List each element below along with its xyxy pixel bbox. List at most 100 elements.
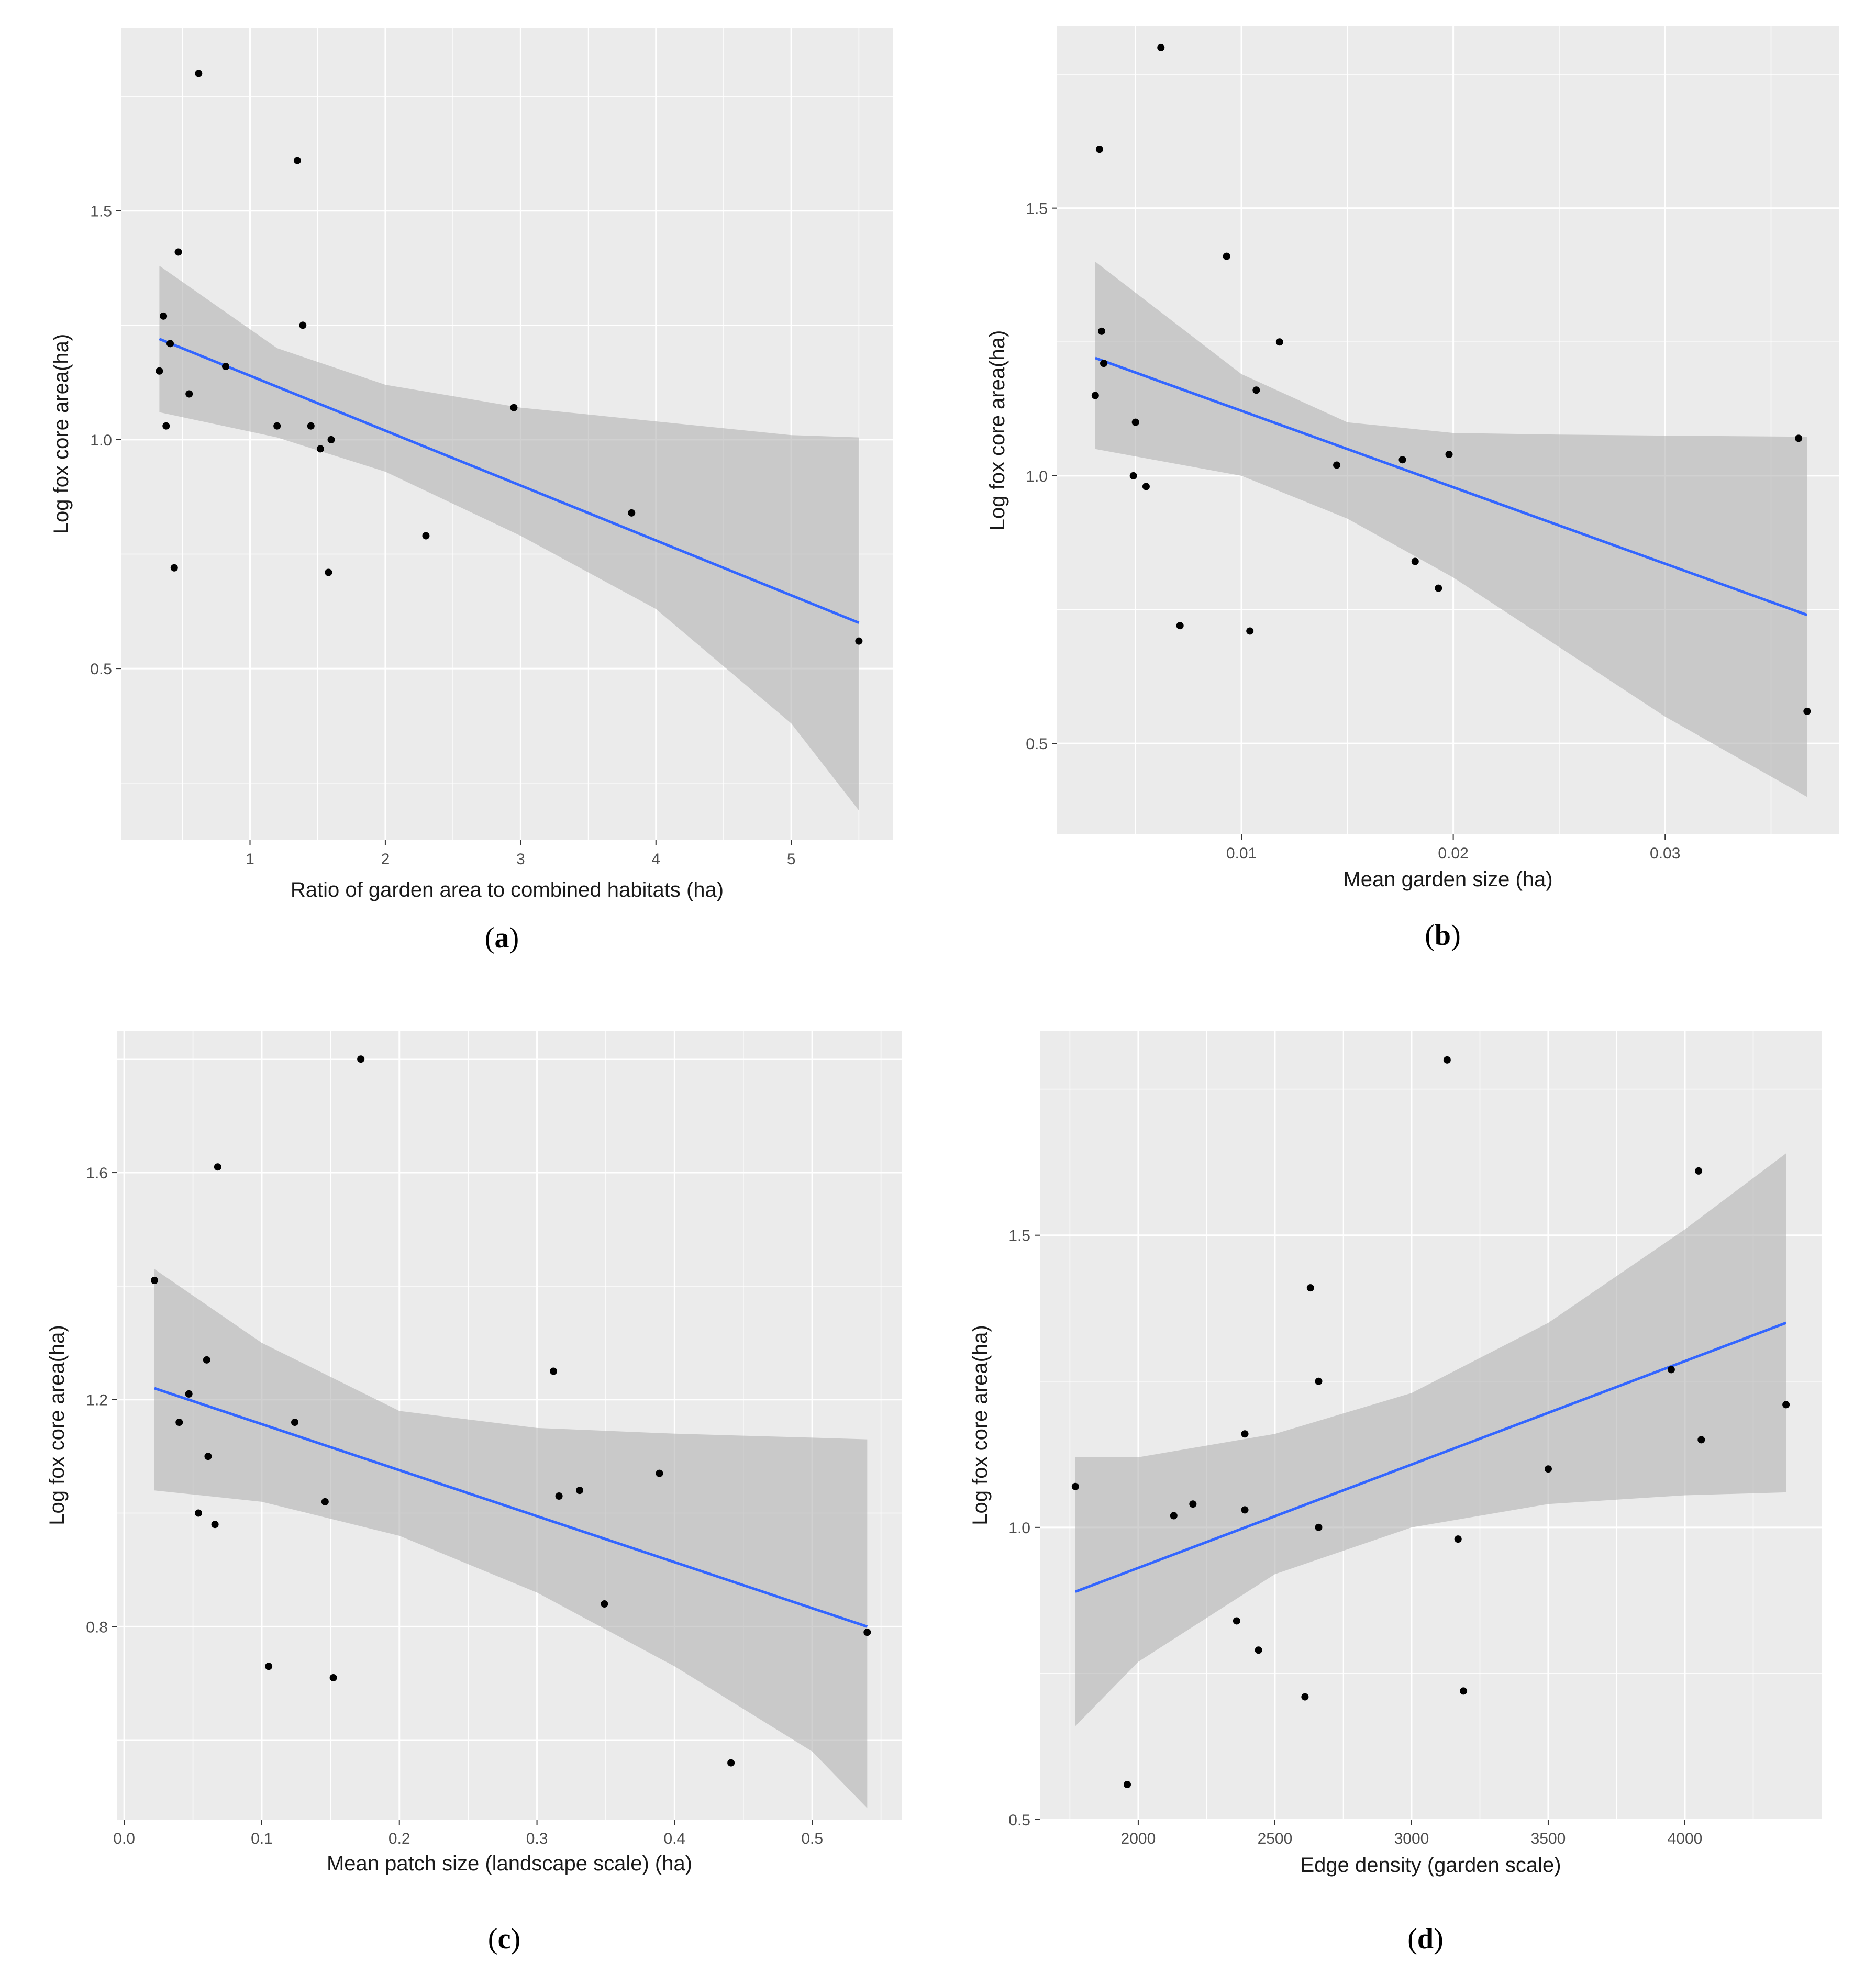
panel-a: 1 2 3 4 5 0.5 1.0 1.5 Ratio of garden area to co… — [50, 28, 893, 954]
data-point — [221, 363, 229, 371]
data-point — [1100, 360, 1108, 367]
data-point — [1411, 557, 1419, 565]
panel-label-letter: a — [495, 922, 509, 954]
x-tick-label: 4 — [651, 851, 660, 868]
data-point — [510, 404, 518, 411]
data-point — [1398, 456, 1406, 464]
y-tick-label: 0.8 — [86, 1619, 108, 1636]
x-tick-label: 0.01 — [1226, 845, 1257, 862]
confidence-band — [1095, 261, 1807, 797]
data-point — [1306, 1284, 1314, 1292]
data-point — [1129, 472, 1137, 479]
data-point — [265, 1663, 273, 1670]
panel-label-letter: b — [1435, 919, 1451, 952]
data-point — [1233, 1617, 1240, 1625]
data-point — [1454, 1535, 1462, 1543]
data-point — [150, 1277, 158, 1285]
data-point — [299, 321, 307, 329]
regression-line — [1074, 1321, 1787, 1593]
x-tick-label: 0.2 — [388, 1830, 410, 1847]
confidence-band — [1075, 1153, 1786, 1726]
panel-label-letter: d — [1417, 1923, 1434, 1955]
x-tick-label: 0.5 — [801, 1830, 823, 1847]
data-point — [1223, 252, 1230, 260]
data-point — [1301, 1693, 1309, 1701]
data-point — [160, 312, 168, 320]
data-point — [555, 1492, 563, 1500]
data-point — [195, 70, 203, 77]
data-point — [1095, 146, 1103, 153]
data-point — [422, 532, 430, 540]
data-point — [211, 1521, 219, 1529]
regression-line — [159, 338, 860, 624]
data-point — [1176, 622, 1184, 630]
panel-c: 0.0 0.1 0.2 0.3 0.4 0.5 0.8 1.2 1.6 Mean patch si… — [46, 1031, 902, 1955]
y-tick-label: 1.0 — [1008, 1520, 1030, 1537]
data-point — [1795, 434, 1803, 442]
y-tick-label: 0.5 — [1008, 1812, 1030, 1829]
y-axis-title: Log fox core area(ha) — [50, 334, 73, 534]
y-tick-label: 0.5 — [90, 661, 112, 678]
data-point — [321, 1498, 329, 1505]
x-tick-label: 4000 — [1668, 1830, 1703, 1847]
data-point — [195, 1509, 203, 1517]
data-point — [1124, 1781, 1131, 1789]
data-point — [1544, 1465, 1552, 1473]
y-axis-title: Log fox core area(ha) — [986, 330, 1009, 530]
panel-b: 0.01 0.02 0.03 0.5 1.0 1.5 Mean garden size (h… — [986, 26, 1839, 952]
data-point — [1315, 1377, 1323, 1385]
regression-line — [154, 1387, 868, 1628]
data-point — [293, 157, 301, 164]
data-point — [550, 1367, 558, 1375]
data-point — [1667, 1366, 1675, 1374]
panel-label: (b) — [1425, 919, 1460, 952]
data-point — [601, 1600, 608, 1608]
data-point — [1246, 627, 1254, 635]
data-point — [214, 1163, 221, 1171]
x-tick-label: 2500 — [1258, 1830, 1293, 1847]
confidence-band — [159, 265, 859, 811]
x-tick-label: 5 — [787, 851, 796, 868]
x-tick-label: 3 — [516, 851, 525, 868]
data-point — [185, 390, 193, 398]
data-point — [156, 367, 163, 375]
data-point — [1157, 43, 1165, 51]
y-axis-title: Log fox core area(ha) — [969, 1325, 992, 1525]
x-tick-label: 0.1 — [251, 1830, 273, 1847]
data-point — [325, 568, 332, 576]
panel-label: (a) — [485, 922, 519, 954]
data-point — [1252, 386, 1260, 394]
data-point — [327, 436, 335, 443]
y-tick-label: 1.0 — [90, 432, 112, 449]
panel-d: 2000 2500 3000 3500 4000 0.5 1.0 1.5 Edge densit… — [969, 1031, 1822, 1955]
y-tick-label: 1.0 — [1026, 468, 1048, 485]
x-axis-title: Mean patch size (landscape scale) (ha) — [327, 1852, 692, 1875]
regression-line — [1094, 356, 1808, 617]
y-tick-label: 1.5 — [1008, 1228, 1030, 1245]
y-tick-label: 0.5 — [1026, 735, 1048, 753]
data-point — [1091, 392, 1099, 399]
x-tick-label: 0.0 — [113, 1830, 135, 1847]
confidence-band — [154, 1269, 868, 1809]
data-point — [628, 509, 636, 517]
data-point — [185, 1390, 193, 1398]
data-point — [316, 445, 324, 453]
x-tick-label: 1 — [246, 851, 254, 868]
data-point — [1241, 1430, 1249, 1438]
data-point — [1435, 584, 1442, 592]
data-point — [1142, 483, 1150, 490]
data-point — [656, 1469, 663, 1477]
data-point — [1460, 1687, 1468, 1695]
data-point — [727, 1759, 735, 1767]
data-point — [203, 1356, 210, 1364]
data-point — [1445, 451, 1453, 459]
data-point — [204, 1453, 212, 1460]
y-tick-label: 1.6 — [86, 1165, 108, 1182]
data-point — [1333, 461, 1341, 469]
x-axis-title: Edge density (garden scale) — [1300, 1854, 1561, 1877]
data-point — [855, 637, 863, 645]
data-point — [1170, 1512, 1178, 1520]
data-point — [1097, 327, 1105, 335]
data-point — [273, 422, 281, 430]
